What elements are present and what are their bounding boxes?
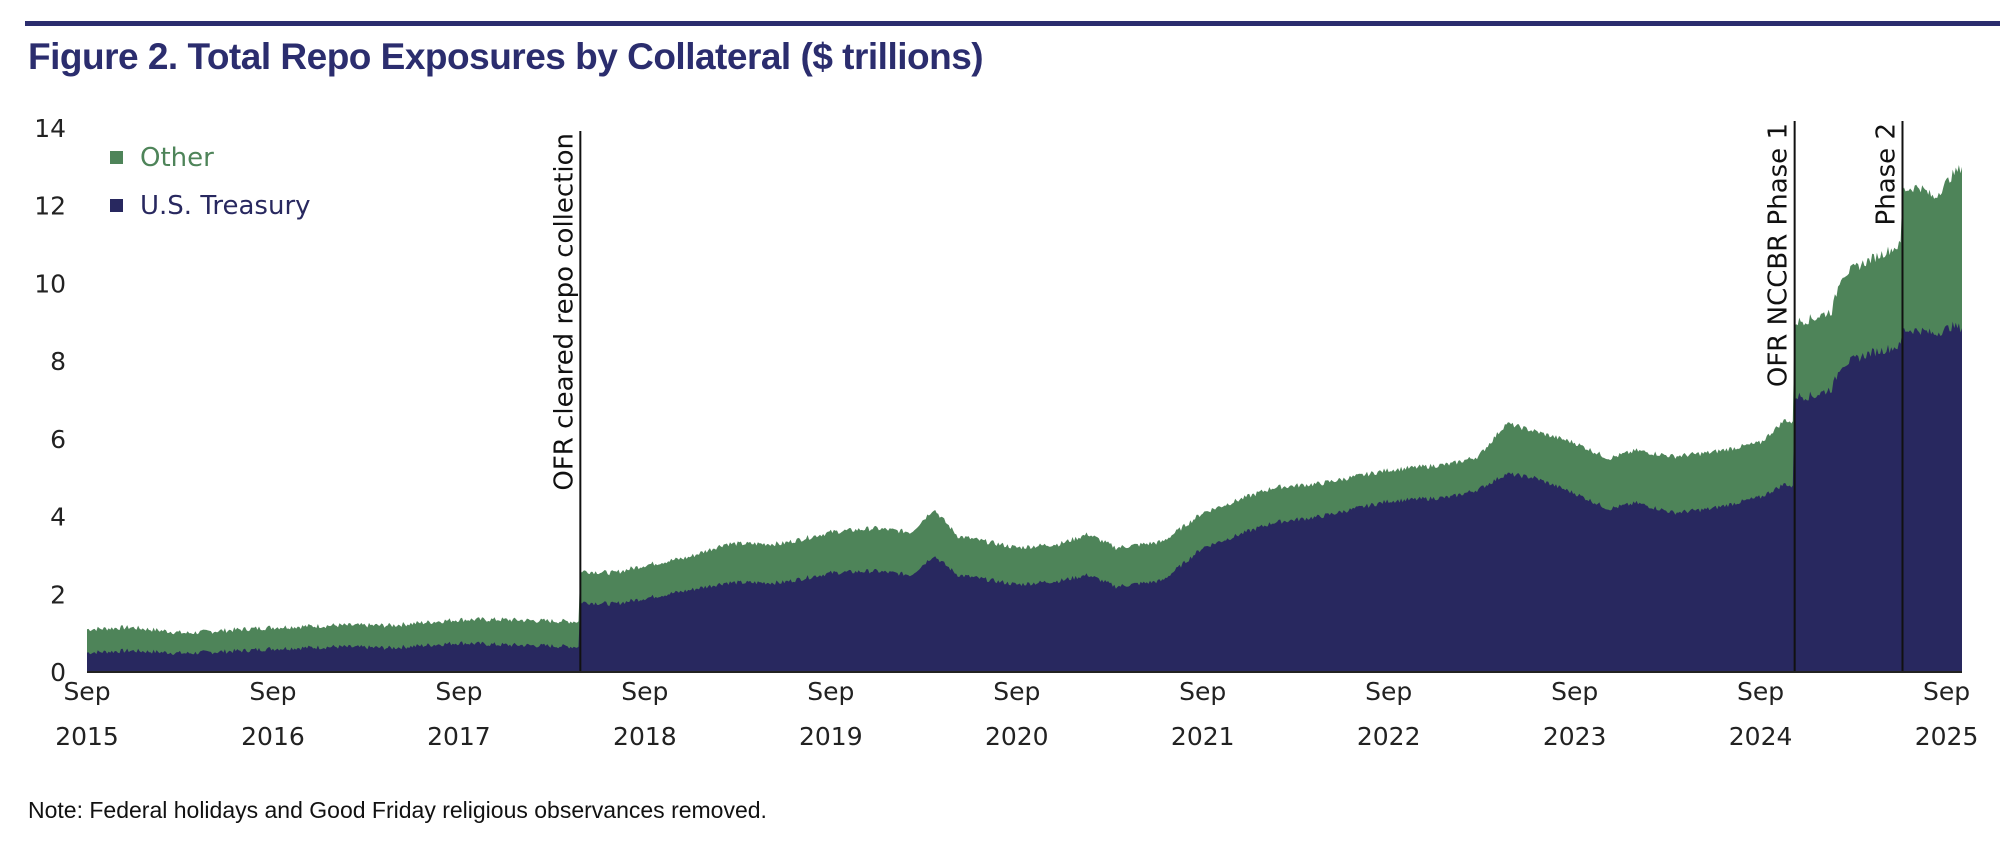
legend-label-treasury: U.S. Treasury	[140, 191, 311, 221]
title-rule	[25, 21, 2000, 26]
x-tick-month: Sep	[807, 677, 854, 706]
x-tick-year: 2018	[613, 722, 677, 751]
x-tick-month: Sep	[1737, 677, 1784, 706]
x-tick-month: Sep	[435, 677, 482, 706]
x-tick-year: 2021	[1171, 722, 1235, 751]
y-tick-label: 4	[50, 503, 66, 532]
x-tick-year: 2020	[985, 722, 1049, 751]
x-tick-year: 2023	[1543, 722, 1607, 751]
legend-label-other: Other	[140, 143, 214, 173]
y-tick-label: 10	[34, 269, 66, 298]
y-tick-label: 6	[50, 425, 66, 454]
x-tick-year: 2024	[1729, 722, 1793, 751]
x-tick-month: Sep	[1365, 677, 1412, 706]
y-tick-label: 12	[34, 192, 66, 221]
chart-note: Note: Federal holidays and Good Friday r…	[28, 797, 767, 823]
legend-swatch-treasury	[110, 199, 123, 212]
chart-title: Figure 2. Total Repo Exposures by Collat…	[28, 36, 984, 77]
x-tick-year: 2016	[241, 722, 305, 751]
legend-swatch-other	[110, 151, 123, 164]
y-tick-label: 2	[50, 580, 66, 609]
x-tick-month: Sep	[1551, 677, 1598, 706]
x-tick-month: Sep	[993, 677, 1040, 706]
x-tick-month: Sep	[621, 677, 668, 706]
x-tick-month: Sep	[1923, 677, 1970, 706]
x-tick-year: 2022	[1357, 722, 1421, 751]
x-tick-year: 2017	[427, 722, 491, 751]
area-us-treasury	[87, 321, 1962, 672]
y-tick-label: 8	[50, 347, 66, 376]
x-tick-year: 2019	[799, 722, 863, 751]
legend: Other U.S. Treasury	[110, 143, 311, 221]
x-tick-month: Sep	[249, 677, 296, 706]
y-tick-label: 14	[34, 114, 66, 143]
annotation-label: OFR cleared repo collection	[549, 133, 579, 491]
x-tick-month: Sep	[63, 677, 110, 706]
annotation-label: Phase 2	[1871, 123, 1901, 225]
annotation-label: OFR NCCBR Phase 1	[1764, 123, 1794, 387]
y-tick-label: 0	[50, 658, 66, 687]
x-tick-month: Sep	[1179, 677, 1226, 706]
x-tick-year: 2025	[1915, 722, 1979, 751]
x-tick-year: 2015	[55, 722, 119, 751]
